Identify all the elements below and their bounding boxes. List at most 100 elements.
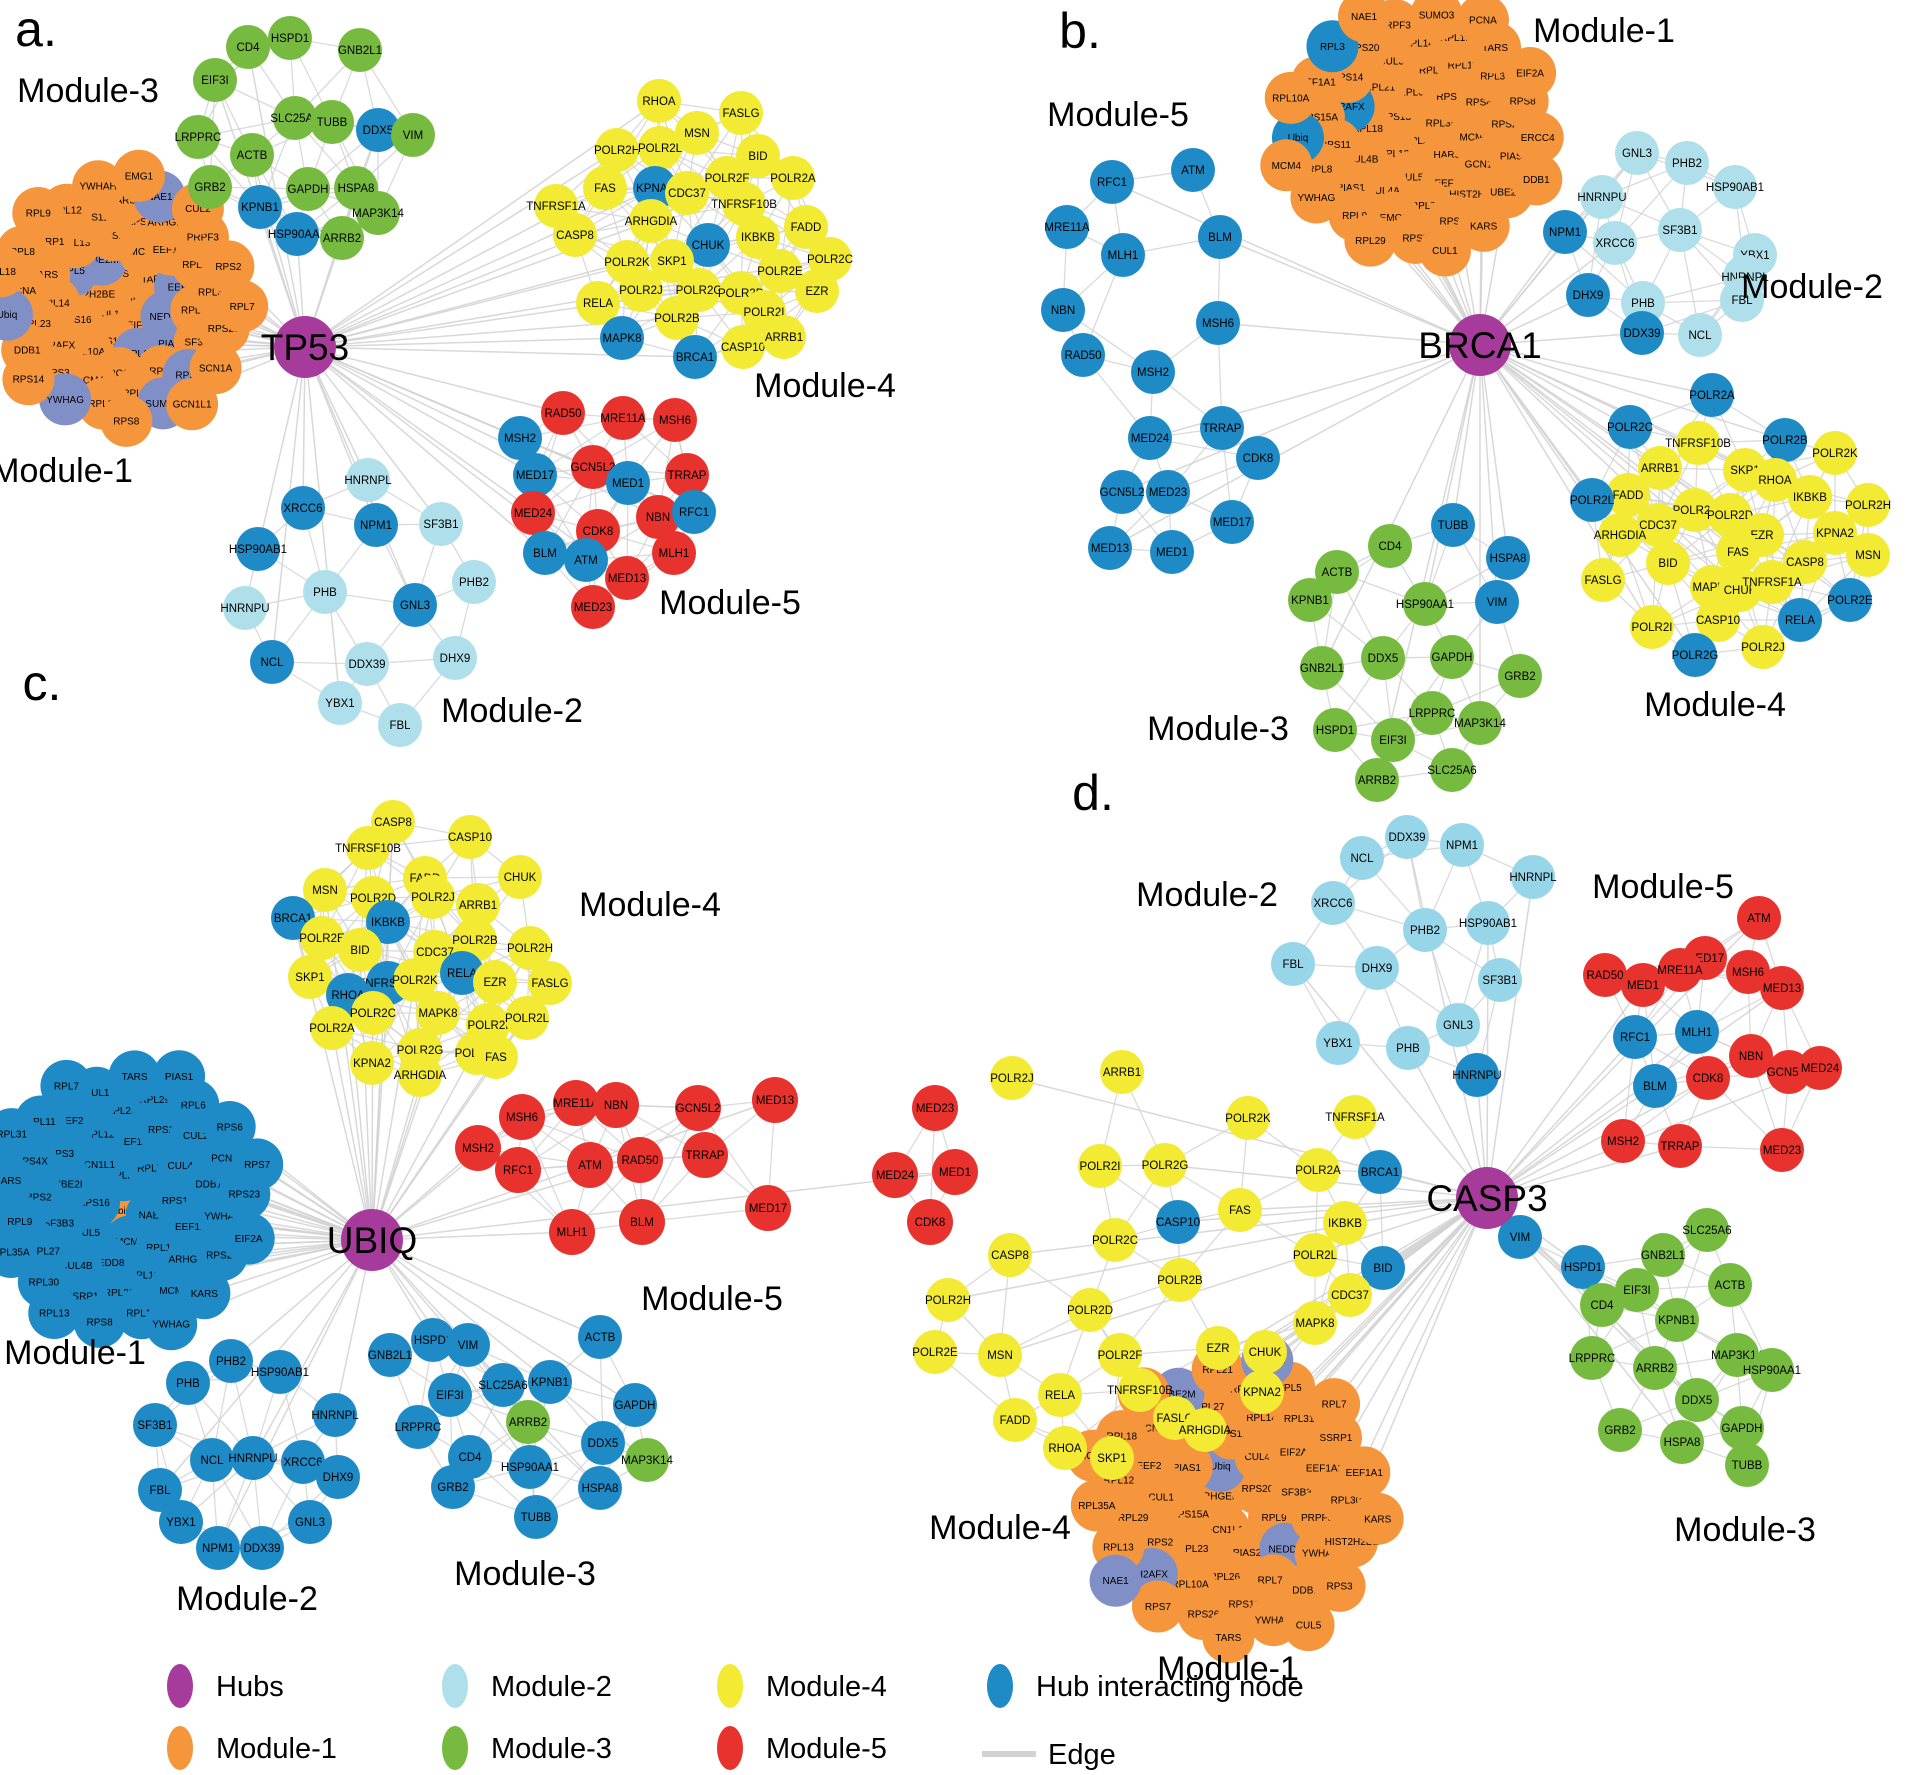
gene-node[interactable]	[1760, 966, 1804, 1010]
gene-node[interactable]	[600, 316, 644, 360]
gene-node[interactable]	[653, 398, 697, 442]
gene-node[interactable]	[1753, 458, 1797, 502]
gene-node[interactable]	[988, 1233, 1032, 1277]
gene-node[interactable]	[1498, 1215, 1542, 1259]
gene-node[interactable]	[12, 187, 65, 240]
gene-node[interactable]	[1218, 1188, 1262, 1232]
gene-node[interactable]	[1750, 560, 1794, 604]
gene-node[interactable]	[1570, 478, 1614, 522]
gene-node[interactable]	[606, 461, 650, 505]
gene-node[interactable]	[1403, 582, 1447, 626]
gene-node[interactable]	[1615, 1268, 1659, 1312]
gene-node[interactable]	[1090, 160, 1134, 204]
gene-node[interactable]	[1675, 1378, 1719, 1422]
gene-node[interactable]	[1511, 111, 1564, 164]
gene-node[interactable]	[1655, 1298, 1699, 1342]
gene-node[interactable]	[1601, 1119, 1645, 1163]
gene-node[interactable]	[1720, 1406, 1764, 1450]
gene-node[interactable]	[238, 185, 282, 229]
gene-node[interactable]	[637, 79, 681, 123]
gene-node[interactable]	[736, 134, 780, 178]
gene-node[interactable]	[1143, 1143, 1187, 1187]
gene-node[interactable]	[506, 1400, 550, 1444]
gene-node[interactable]	[907, 1199, 953, 1245]
gene-node[interactable]	[1720, 278, 1764, 322]
gene-node[interactable]	[73, 1295, 126, 1348]
gene-node[interactable]	[223, 586, 267, 630]
gene-node[interactable]	[288, 955, 332, 999]
gene-node[interactable]	[416, 991, 460, 1035]
gene-node[interactable]	[1355, 946, 1399, 990]
gene-node[interactable]	[288, 1500, 332, 1544]
gene-node[interactable]	[1716, 530, 1760, 574]
gene-node[interactable]	[1196, 301, 1240, 345]
gene-node[interactable]	[617, 1137, 663, 1183]
gene-node[interactable]	[1813, 511, 1857, 555]
gene-node[interactable]	[318, 681, 362, 725]
gene-node[interactable]	[393, 958, 437, 1002]
gene-node[interactable]	[1338, 1446, 1391, 1499]
gene-node[interactable]	[1504, 46, 1557, 99]
gene-node[interactable]	[1456, 0, 1509, 47]
gene-node[interactable]	[1646, 541, 1690, 585]
gene-node[interactable]	[1038, 1373, 1082, 1417]
gene-node[interactable]	[1098, 1333, 1142, 1377]
gene-node[interactable]	[231, 1138, 284, 1191]
gene-node[interactable]	[1690, 373, 1734, 417]
gene-node[interactable]	[398, 1053, 442, 1097]
gene-node[interactable]	[286, 167, 330, 211]
gene-node[interactable]	[1045, 205, 1089, 249]
gene-node[interactable]	[1183, 1408, 1227, 1452]
gene-node[interactable]	[1676, 421, 1720, 465]
gene-node[interactable]	[378, 703, 422, 747]
gene-node[interactable]	[549, 1209, 595, 1255]
gene-node[interactable]	[1638, 446, 1682, 490]
gene-node[interactable]	[1741, 625, 1785, 669]
gene-node[interactable]	[2, 353, 55, 406]
gene-node[interactable]	[1156, 1200, 1200, 1244]
hub-node[interactable]	[1449, 314, 1511, 376]
gene-node[interactable]	[351, 991, 395, 1035]
gene-node[interactable]	[1713, 165, 1757, 209]
gene-node[interactable]	[1665, 141, 1709, 185]
gene-node[interactable]	[230, 133, 274, 177]
gene-node[interactable]	[576, 281, 620, 325]
gene-node[interactable]	[1813, 431, 1857, 475]
gene-node[interactable]	[419, 502, 463, 546]
gene-node[interactable]	[1131, 1580, 1184, 1633]
gene-node[interactable]	[1788, 475, 1832, 519]
gene-node[interactable]	[1566, 273, 1610, 317]
gene-node[interactable]	[178, 1267, 231, 1320]
gene-node[interactable]	[431, 1465, 475, 1509]
gene-node[interactable]	[1150, 530, 1194, 574]
gene-node[interactable]	[1361, 1246, 1405, 1290]
gene-node[interactable]	[673, 335, 717, 379]
gene-node[interactable]	[1613, 1015, 1657, 1059]
gene-node[interactable]	[1368, 524, 1412, 568]
gene-node[interactable]	[281, 1440, 325, 1484]
gene-node[interactable]	[428, 1373, 472, 1417]
gene-node[interactable]	[1308, 1378, 1361, 1431]
gene-node[interactable]	[578, 1466, 622, 1510]
gene-node[interactable]	[650, 239, 694, 283]
gene-node[interactable]	[1323, 1201, 1367, 1245]
gene-node[interactable]	[932, 1149, 978, 1195]
gene-node[interactable]	[1043, 1426, 1087, 1470]
gene-node[interactable]	[1355, 758, 1399, 802]
gene-node[interactable]	[1726, 950, 1770, 994]
gene-node[interactable]	[1200, 406, 1244, 450]
gene-node[interactable]	[1475, 580, 1519, 624]
gene-node[interactable]	[1436, 1003, 1480, 1047]
gene-node[interactable]	[28, 1286, 81, 1339]
gene-node[interactable]	[1288, 578, 1332, 622]
gene-node[interactable]	[784, 205, 828, 249]
gene-node[interactable]	[752, 1077, 798, 1123]
gene-node[interactable]	[338, 28, 382, 72]
gene-node[interactable]	[1708, 493, 1752, 537]
gene-node[interactable]	[593, 1082, 639, 1128]
gene-node[interactable]	[1333, 1095, 1377, 1139]
gene-node[interactable]	[202, 240, 255, 293]
gene-node[interactable]	[481, 1363, 525, 1407]
gene-node[interactable]	[133, 1403, 177, 1447]
gene-node[interactable]	[619, 1199, 665, 1245]
